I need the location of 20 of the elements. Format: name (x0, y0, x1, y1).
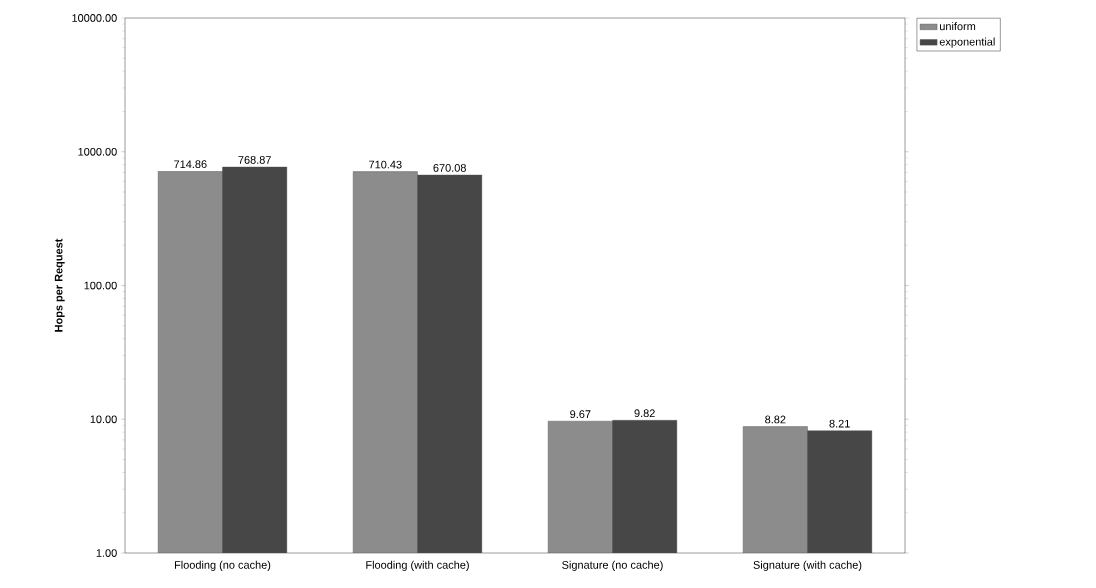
y-tick-label: 100.00 (84, 281, 117, 290)
x-tick-label: Flooding (with cache) (366, 560, 469, 571)
x-tick-label: Flooding (no cache) (174, 560, 271, 571)
legend-label: uniform (940, 22, 976, 31)
x-tick-label: Signature (no cache) (562, 560, 663, 571)
y-tick-label: 1.00 (96, 549, 117, 557)
legend-label: exponential (939, 37, 995, 48)
data-label: 710.43 (369, 160, 402, 169)
y-axis-title: Hops per Request (54, 238, 65, 332)
y-tick-label: 1000.00 (78, 147, 117, 156)
y-tick-label: 10000.00 (72, 14, 117, 22)
data-label: 8.82 (765, 415, 786, 424)
data-label: 8.21 (829, 419, 850, 428)
x-tick-label: Signature (with cache) (753, 560, 862, 571)
data-label: 768.87 (238, 156, 271, 164)
data-label: 9.67 (570, 410, 591, 419)
y-tick-label: 10.00 (90, 415, 117, 424)
data-label: 670.08 (433, 164, 466, 172)
data-label: 714.86 (174, 160, 207, 169)
data-label: 9.82 (634, 409, 655, 418)
